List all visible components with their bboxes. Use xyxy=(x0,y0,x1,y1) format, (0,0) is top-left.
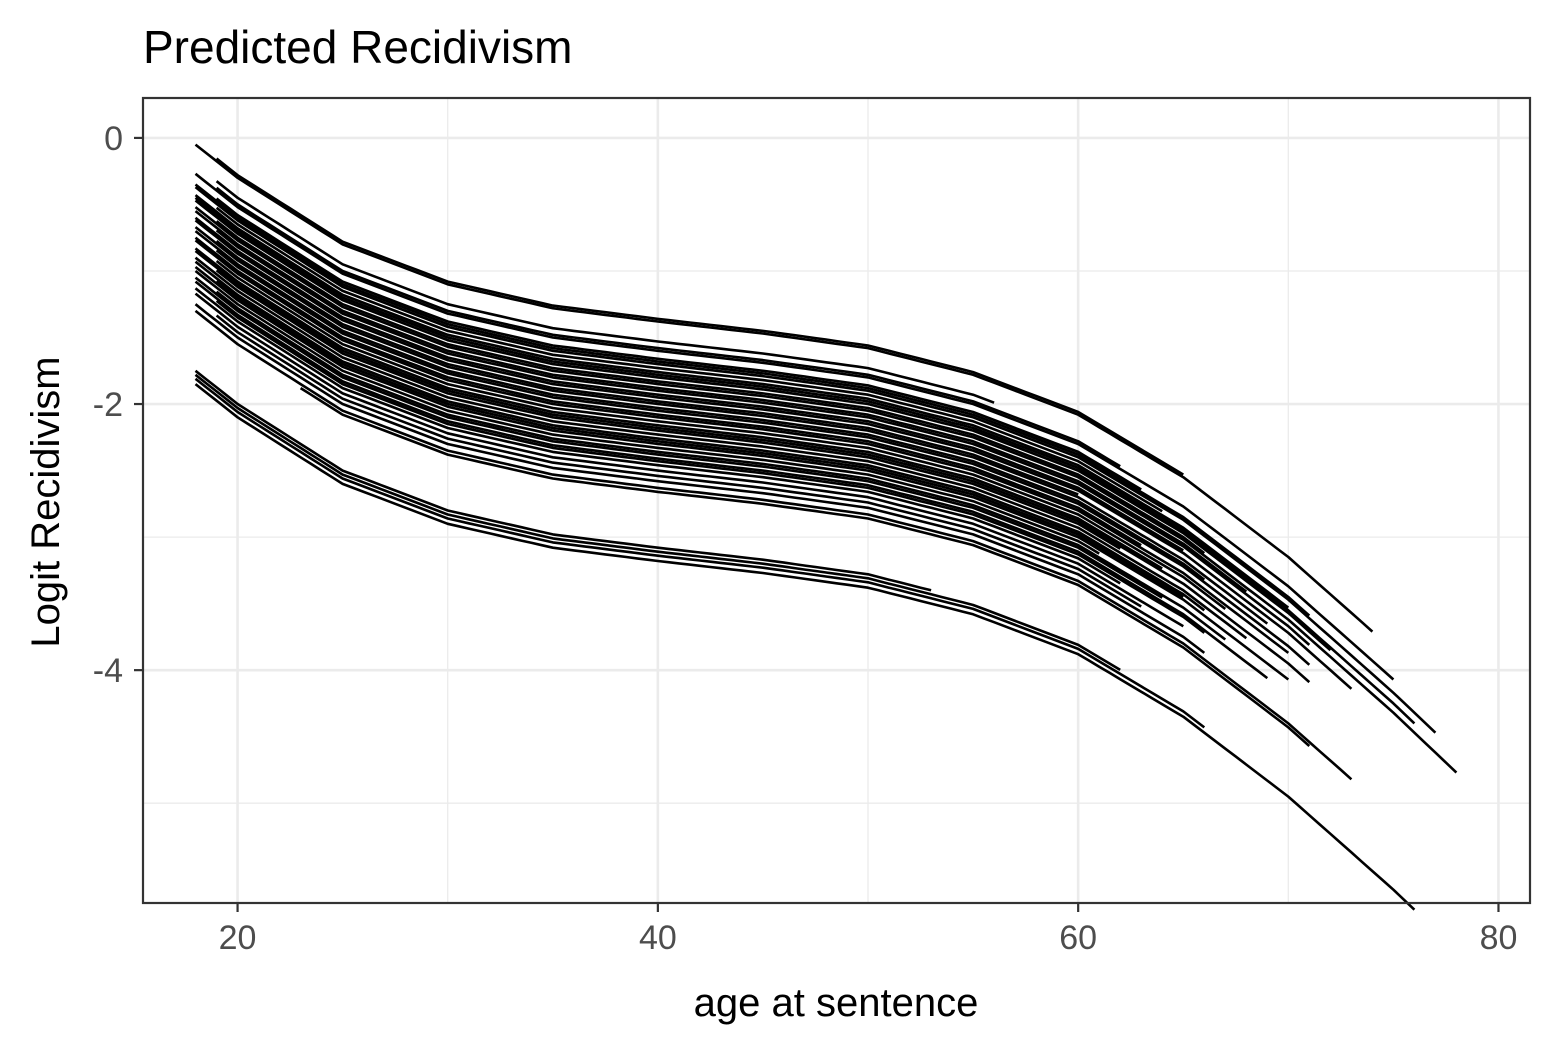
series-line-28 xyxy=(215,269,1121,550)
series-line-6 xyxy=(215,197,1142,491)
series-line-45 xyxy=(194,373,1121,672)
x-tick-label: 60 xyxy=(1059,919,1097,957)
series-line-8 xyxy=(194,186,1437,734)
series-line-32 xyxy=(194,265,1290,681)
series-line-18 xyxy=(194,219,1353,690)
series-line-20 xyxy=(194,226,1269,625)
series-line-39 xyxy=(194,292,1184,628)
series-line-31 xyxy=(215,279,1184,599)
series-line-43 xyxy=(299,386,1311,747)
series-line-11 xyxy=(194,196,1416,725)
series-line-16 xyxy=(215,229,1311,646)
series-line-44 xyxy=(194,369,932,592)
series-line-36 xyxy=(194,280,1269,680)
y-axis-title: Logit Recidivism xyxy=(24,356,68,647)
series-line-25 xyxy=(215,259,1227,610)
series-line-35 xyxy=(194,276,1163,599)
series-line-17 xyxy=(194,216,1184,552)
y-tick-label: -4 xyxy=(93,652,123,690)
series-line-19 xyxy=(215,239,1079,496)
series-line-14 xyxy=(194,206,1458,774)
y-tick-label: 0 xyxy=(104,120,123,158)
chart-title: Predicted Recidivism xyxy=(143,21,572,73)
series-line-42 xyxy=(194,309,1353,781)
series-line-46 xyxy=(194,377,1206,729)
panel-border xyxy=(141,96,1532,905)
series-line-9 xyxy=(215,206,1163,513)
series-line-26 xyxy=(194,247,1163,570)
series-line-13 xyxy=(215,220,1206,555)
series-line-21 xyxy=(194,230,1206,581)
series-line-27 xyxy=(194,249,1311,684)
series-line-2 xyxy=(194,143,1374,633)
series-line-10 xyxy=(194,194,1290,609)
x-axis-title: age at sentence xyxy=(694,981,979,1025)
series-line-33 xyxy=(194,269,1100,555)
series-line-41 xyxy=(194,303,1206,654)
series-line-1 xyxy=(215,157,1184,476)
series-line-34 xyxy=(215,290,1227,641)
series-line-15 xyxy=(194,210,1248,593)
series-line-29 xyxy=(194,256,1248,640)
x-tick-label: 40 xyxy=(639,919,677,957)
series-line-30 xyxy=(194,260,1206,612)
series-line-23 xyxy=(194,236,1142,547)
series-line-3 xyxy=(215,180,995,404)
axis-ticks xyxy=(134,136,1500,912)
series-line-40 xyxy=(215,314,1142,608)
series-line-37 xyxy=(215,299,1206,634)
y-tick-label: -2 xyxy=(93,386,123,424)
series-line-47 xyxy=(194,383,1416,911)
tick-labels: 20 40 60 80 0 -2 -4 xyxy=(93,120,1518,957)
series-line-24 xyxy=(194,239,1290,654)
series-line-12 xyxy=(194,199,1332,652)
series-lines xyxy=(194,143,1458,911)
series-line-5 xyxy=(194,172,1395,681)
x-tick-label: 80 xyxy=(1480,919,1518,957)
series-line-4 xyxy=(215,186,1121,468)
x-tick-label: 20 xyxy=(219,919,257,957)
series-line-22 xyxy=(215,249,1311,666)
series-line-38 xyxy=(194,287,1121,585)
series-line-7 xyxy=(194,183,1311,617)
